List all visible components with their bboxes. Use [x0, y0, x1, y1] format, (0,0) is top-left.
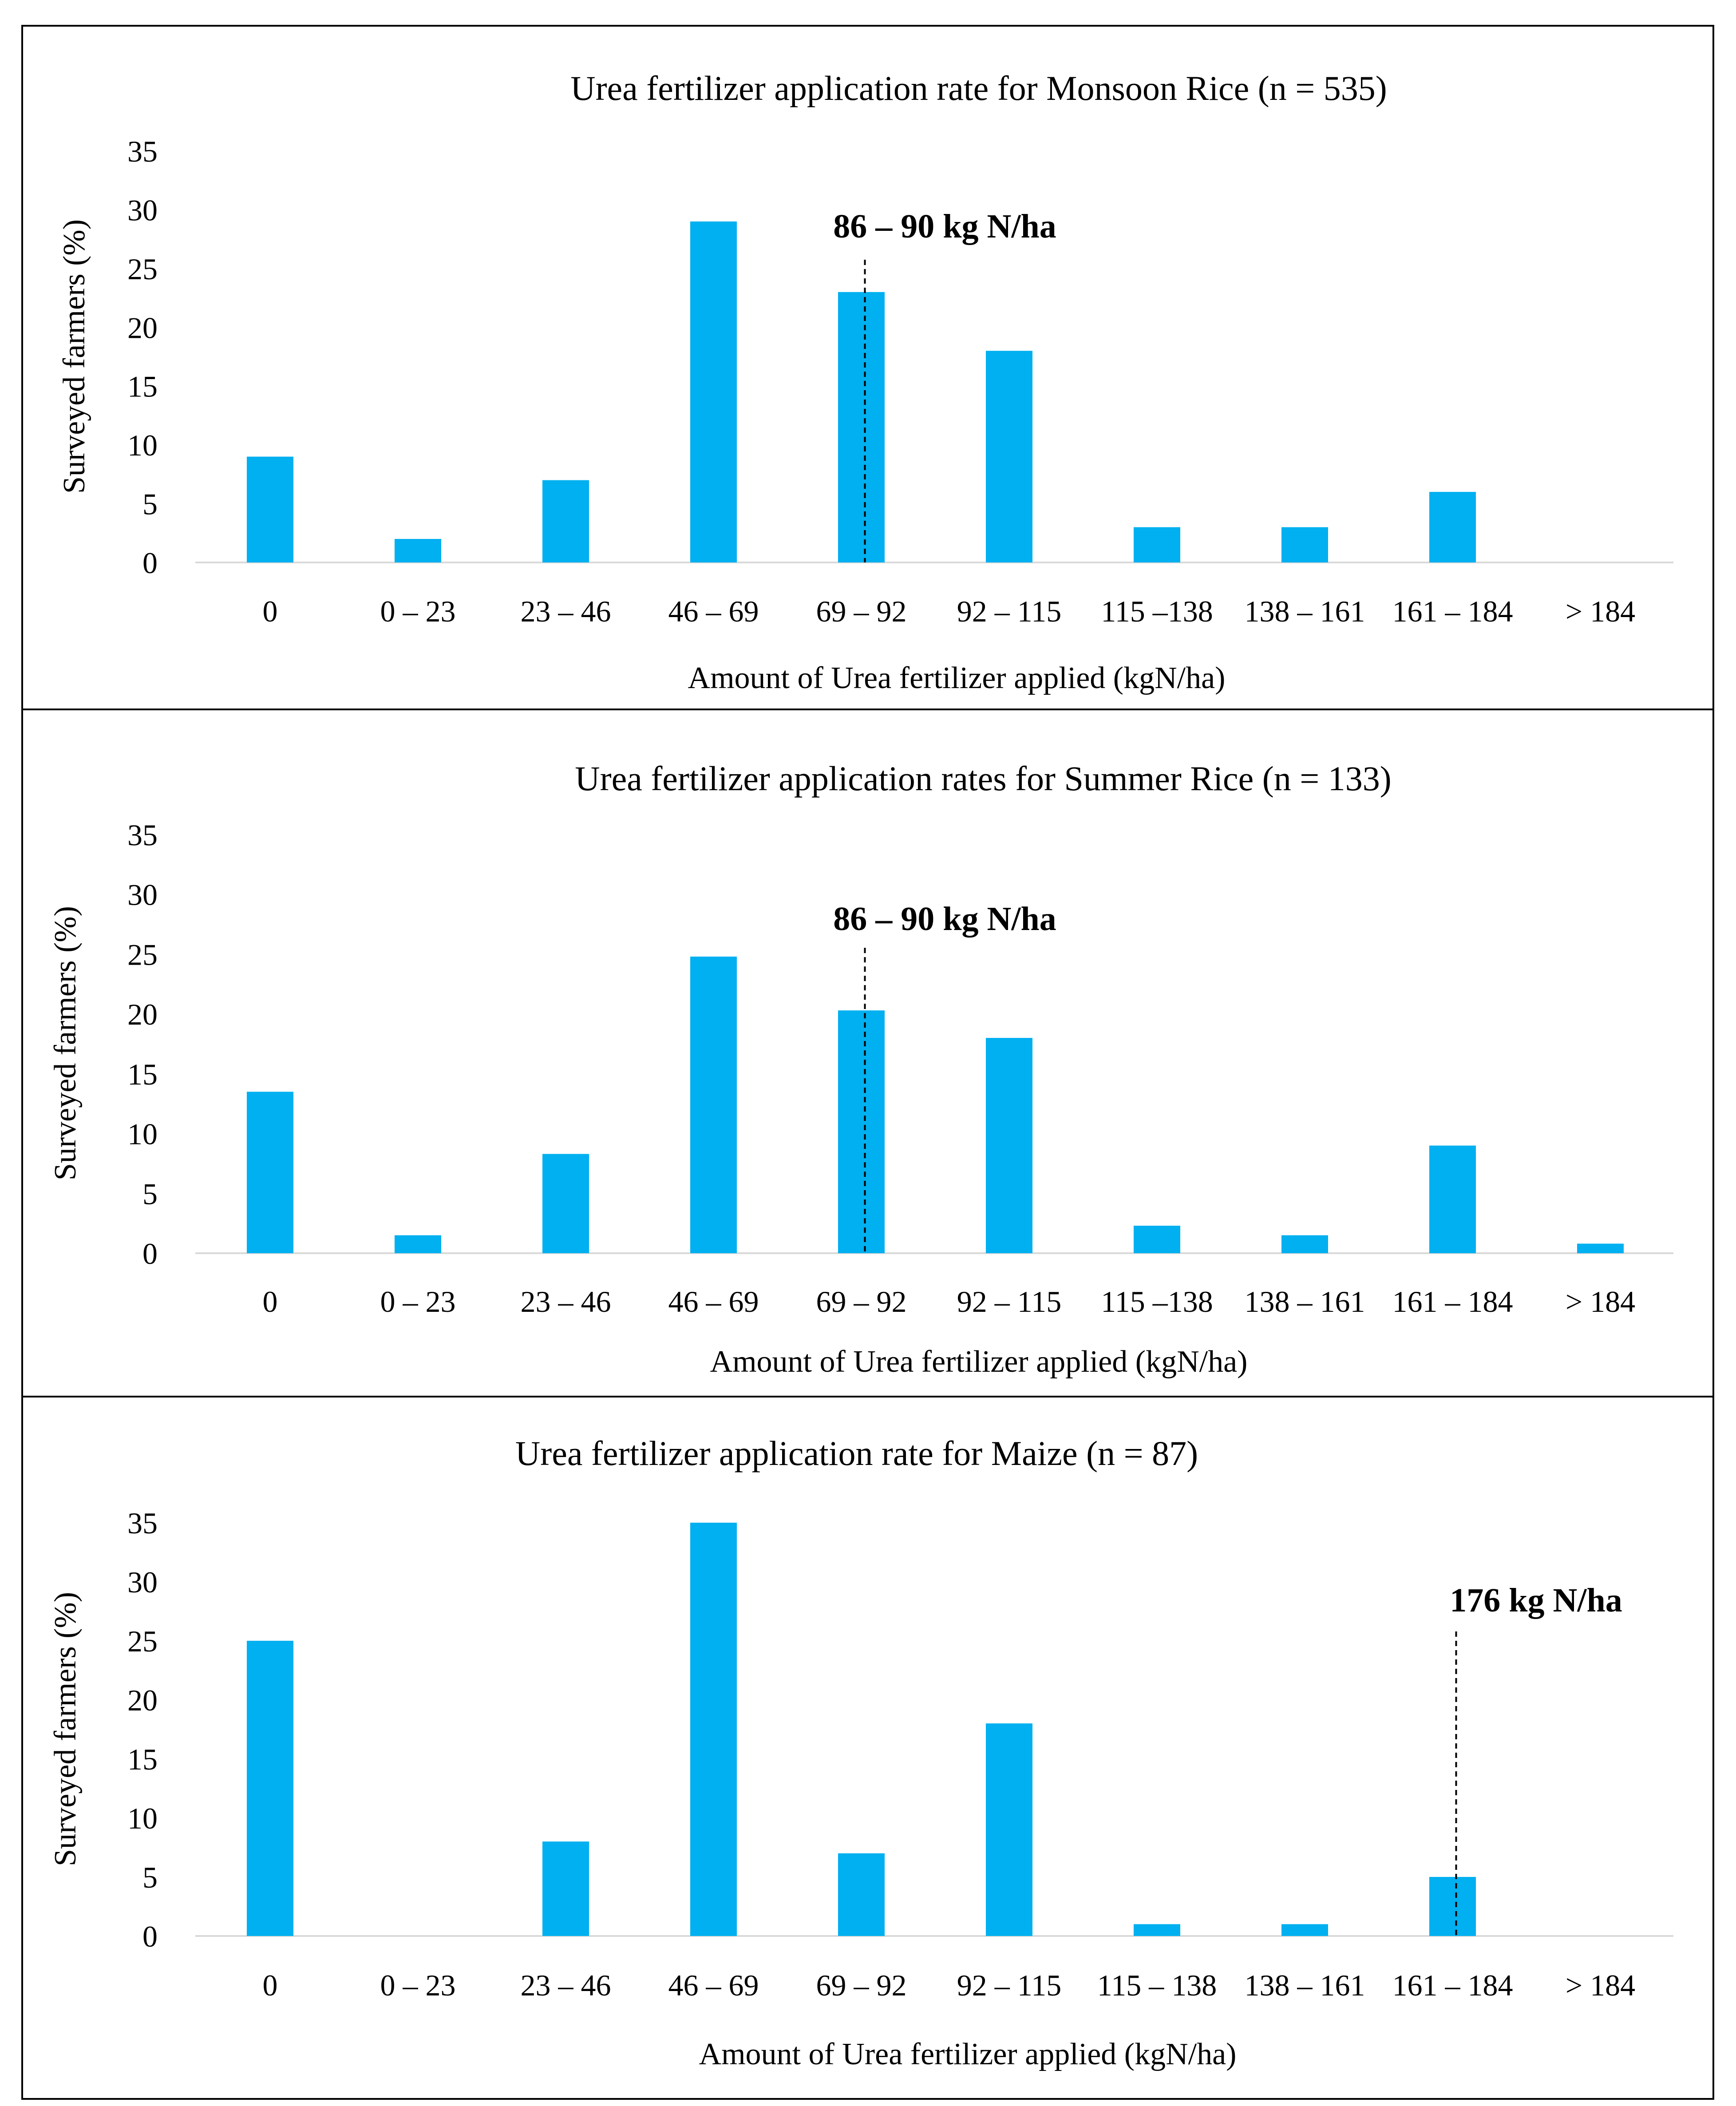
bar: [1281, 1924, 1328, 1936]
y-tick-label: 30: [127, 193, 158, 227]
bar: [838, 292, 885, 562]
chart-title: Urea fertilizer application rates for Su…: [575, 759, 1391, 798]
x-tick-label: 69 – 92: [816, 1968, 907, 2002]
bar: [1429, 1145, 1476, 1253]
bar: [247, 456, 293, 562]
x-tick-label: 23 – 46: [521, 1968, 611, 2002]
chart-title: Urea fertilizer application rate for Mon…: [570, 69, 1387, 107]
y-tick-label: 35: [127, 818, 158, 852]
y-tick-label: 35: [127, 135, 158, 168]
x-tick-label: > 184: [1566, 594, 1635, 628]
y-tick-label: 25: [127, 938, 158, 971]
y-tick-label: 10: [127, 428, 158, 462]
x-tick-label: 138 – 161: [1245, 1285, 1365, 1318]
y-tick-label: 10: [127, 1801, 158, 1835]
y-tick-label: 15: [127, 1742, 158, 1776]
annotation-label: 86 – 90 kg N/ha: [833, 900, 1056, 938]
x-tick-label: 92 – 115: [957, 1285, 1061, 1318]
bar: [986, 351, 1032, 562]
chart-panel-2: Urea fertilizer application rates for Su…: [21, 709, 1714, 1397]
bar: [1281, 1235, 1328, 1253]
y-tick-label: 5: [142, 487, 158, 521]
y-axis-title: Surveyed farmers (%): [48, 1592, 83, 1866]
bar: [542, 480, 589, 562]
x-tick-label: 0: [263, 594, 278, 628]
chart-panel-1: Urea fertilizer application rate for Mon…: [21, 25, 1714, 710]
bar: [838, 1010, 885, 1253]
bar: [247, 1641, 293, 1936]
y-tick-label: 10: [127, 1117, 158, 1151]
y-tick-label: 20: [127, 311, 158, 344]
x-tick-label: 161 – 184: [1392, 594, 1513, 628]
x-tick-label: 161 – 184: [1392, 1968, 1513, 2002]
y-tick-label: 15: [127, 370, 158, 404]
x-tick-label: 23 – 46: [521, 1285, 611, 1318]
x-axis-title: Amount of Urea fertilizer applied (kgN/h…: [688, 661, 1226, 695]
bar: [1429, 1877, 1476, 1936]
x-tick-label: 0: [263, 1968, 278, 2002]
x-tick-label: 0 – 23: [380, 1968, 456, 2002]
bar: [986, 1038, 1032, 1253]
x-tick-label: 0 – 23: [380, 1285, 456, 1318]
y-tick-label: 0: [142, 1920, 158, 1953]
x-tick-label: 115 –138: [1101, 1285, 1213, 1318]
bar: [247, 1092, 293, 1253]
y-tick-label: 20: [127, 998, 158, 1031]
x-tick-label: 92 – 115: [957, 594, 1061, 628]
annotation-label: 176 kg N/ha: [1450, 1582, 1622, 1619]
bar: [1134, 527, 1180, 562]
x-axis-title: Amount of Urea fertilizer applied (kgN/h…: [710, 1345, 1248, 1379]
bar: [986, 1723, 1032, 1936]
x-tick-label: 138 – 161: [1245, 594, 1365, 628]
y-tick-label: 35: [127, 1506, 158, 1540]
bar: [395, 539, 441, 562]
y-tick-label: 5: [142, 1861, 158, 1894]
x-tick-label: 46 – 69: [668, 594, 759, 628]
y-axis-title: Surveyed farmers (%): [48, 906, 83, 1180]
x-tick-label: 161 – 184: [1392, 1285, 1513, 1318]
x-tick-label: 69 – 92: [816, 1285, 907, 1318]
chart-title: Urea fertilizer application rate for Mai…: [515, 1434, 1198, 1473]
y-tick-label: 0: [142, 1237, 158, 1271]
x-tick-label: 46 – 69: [668, 1968, 759, 2002]
x-tick-label: 69 – 92: [816, 594, 907, 628]
y-tick-label: 15: [127, 1057, 158, 1091]
bar: [1134, 1924, 1180, 1936]
bar: [1429, 492, 1476, 562]
x-tick-label: 23 – 46: [521, 594, 611, 628]
y-tick-label: 0: [142, 546, 158, 580]
bar: [690, 221, 737, 562]
x-tick-label: > 184: [1566, 1968, 1635, 2002]
y-tick-label: 25: [127, 1624, 158, 1658]
bar: [1577, 1243, 1624, 1253]
x-tick-label: 138 – 161: [1245, 1968, 1365, 2002]
x-tick-label: 0: [263, 1285, 278, 1318]
bar: [542, 1841, 589, 1936]
bar: [395, 1235, 441, 1253]
bar: [542, 1154, 589, 1253]
y-tick-label: 25: [127, 252, 158, 286]
y-tick-label: 30: [127, 1565, 158, 1599]
x-tick-label: 115 –138: [1101, 594, 1213, 628]
y-tick-label: 30: [127, 878, 158, 912]
x-tick-label: 0 – 23: [380, 594, 456, 628]
y-tick-label: 5: [142, 1177, 158, 1211]
x-tick-label: 46 – 69: [668, 1285, 759, 1318]
bar: [1134, 1226, 1180, 1253]
bar: [690, 956, 737, 1253]
bar: [838, 1853, 885, 1936]
x-tick-label: 115 – 138: [1097, 1968, 1217, 2002]
chart-panel-3: Urea fertilizer application rate for Mai…: [21, 1396, 1714, 2100]
panel-border: [21, 1396, 1714, 2100]
y-tick-label: 20: [127, 1683, 158, 1717]
bar: [1281, 527, 1328, 562]
x-tick-label: > 184: [1566, 1285, 1635, 1318]
annotation-label: 86 – 90 kg N/ha: [833, 208, 1056, 245]
bar: [690, 1523, 737, 1936]
x-axis-title: Amount of Urea fertilizer applied (kgN/h…: [699, 2037, 1237, 2071]
y-axis-title: Surveyed farmers (%): [57, 219, 91, 494]
x-tick-label: 92 – 115: [957, 1968, 1061, 2002]
